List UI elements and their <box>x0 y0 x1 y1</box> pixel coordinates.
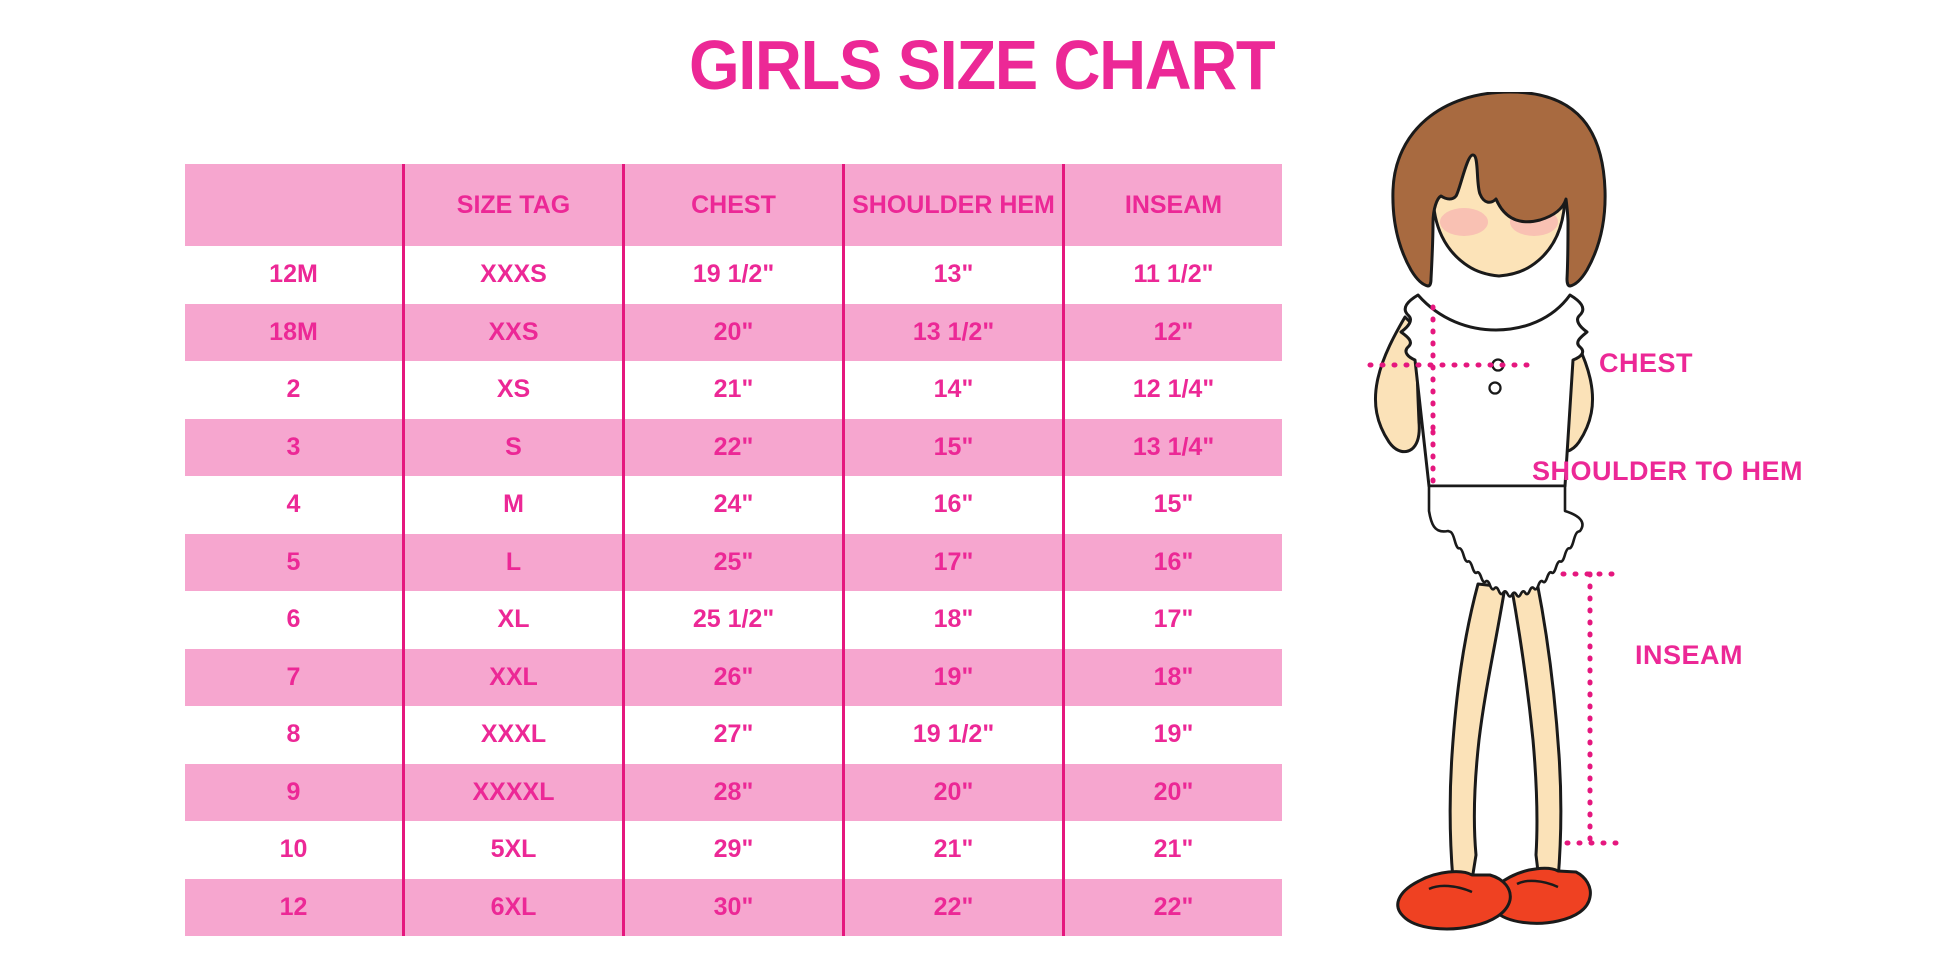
svg-text:CHEST: CHEST <box>1599 348 1693 378</box>
svg-text:SHOULDER TO HEM: SHOULDER TO HEM <box>1532 456 1803 486</box>
svg-text:INSEAM: INSEAM <box>1635 640 1743 670</box>
